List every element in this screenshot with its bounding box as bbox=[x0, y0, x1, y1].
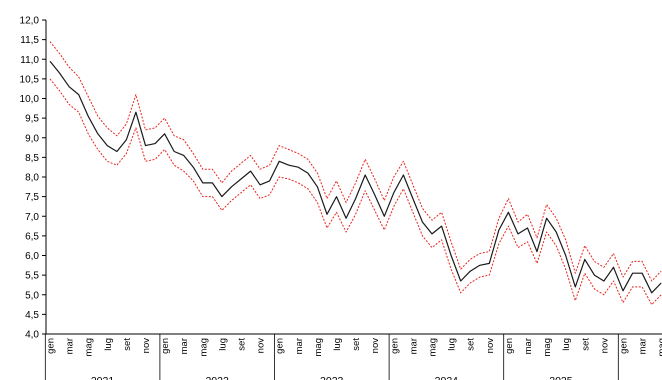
x-tick-label: set bbox=[122, 338, 133, 351]
x-tick-label: mag bbox=[542, 338, 553, 356]
y-tick-label: 8,0 bbox=[25, 173, 39, 184]
x-tick-label: lug bbox=[332, 338, 343, 351]
x-tick-label: mar bbox=[179, 338, 190, 354]
x-tick-label: mag bbox=[313, 338, 324, 356]
x-tick-label: lug bbox=[103, 338, 114, 351]
x-tick-label: set bbox=[351, 338, 362, 351]
y-tick-label: 10,0 bbox=[20, 94, 40, 105]
x-tick-label: mag bbox=[428, 338, 439, 356]
y-tick-label: 7,0 bbox=[25, 212, 39, 223]
x-tick-label: gen bbox=[46, 338, 57, 354]
y-axis: 4,0 4,5 5,0 5,5 6,0 6,5 7,0 7,5 8,0 8,5 9,0 9,5 10,0… bbox=[20, 16, 47, 341]
y-tick-label: 7,5 bbox=[25, 192, 39, 203]
y-tick-label: 8,5 bbox=[25, 153, 39, 164]
y-tick-label: 5,5 bbox=[25, 271, 39, 282]
y-tick-label: 12,0 bbox=[20, 16, 40, 27]
x-tick-label: nov bbox=[141, 338, 152, 354]
x-tick-label: nov bbox=[599, 338, 610, 354]
y-tick-label: 5,0 bbox=[25, 290, 39, 301]
x-tick-label: nov bbox=[485, 338, 496, 354]
year-label: 2024 bbox=[435, 375, 459, 380]
x-tick-label: set bbox=[580, 338, 591, 351]
year-label: 2023 bbox=[320, 375, 344, 380]
x-tick-label: lug bbox=[217, 338, 228, 351]
x-tick-label: gen bbox=[275, 338, 286, 354]
x-tick-label: set bbox=[237, 338, 248, 351]
y-tick-label: 4,5 bbox=[25, 310, 39, 321]
x-tick-label: mar bbox=[65, 338, 76, 354]
x-tick-label: nov bbox=[256, 338, 267, 354]
y-tick-label: 4,0 bbox=[25, 330, 39, 341]
y-tick-label: 10,5 bbox=[20, 74, 40, 85]
y-tick-label: 6,5 bbox=[25, 231, 39, 242]
series-upper-band bbox=[49, 41, 662, 282]
x-tick-label: lug bbox=[561, 338, 572, 351]
x-tick-label: gen bbox=[619, 338, 630, 354]
x-tick-label: mar bbox=[523, 338, 534, 354]
y-tick-label: 6,0 bbox=[25, 251, 39, 262]
x-tick-label: mar bbox=[638, 338, 649, 354]
y-tick-label: 11,0 bbox=[20, 55, 39, 66]
x-tick-label: nov bbox=[370, 338, 381, 354]
series-lower-band bbox=[49, 78, 662, 306]
x-tick-label: gen bbox=[389, 338, 400, 354]
x-tick-label: gen bbox=[160, 338, 171, 354]
y-tick-label: 9,5 bbox=[25, 114, 39, 125]
x-tick-label: mag bbox=[84, 338, 95, 356]
x-tick-label: set bbox=[466, 338, 477, 351]
x-tick-label: lug bbox=[447, 338, 458, 351]
x-axis: gen mar mag lug set nov gen mar mag lug set nov gen m… bbox=[44, 333, 662, 380]
series-lines bbox=[49, 41, 662, 306]
year-label: 2022 bbox=[205, 375, 229, 380]
year-label: 2021 bbox=[91, 375, 115, 380]
x-tick-label: mar bbox=[294, 338, 305, 354]
x-tick-label: mag bbox=[198, 338, 209, 356]
y-tick-label: 9,0 bbox=[25, 133, 39, 144]
x-tick-label: gen bbox=[504, 338, 515, 354]
x-tick-label: mar bbox=[408, 338, 419, 354]
x-tick-label: mag bbox=[657, 338, 662, 356]
series-central bbox=[49, 60, 662, 294]
y-tick-label: 11,5 bbox=[20, 35, 39, 46]
year-label: 2025 bbox=[549, 375, 573, 380]
